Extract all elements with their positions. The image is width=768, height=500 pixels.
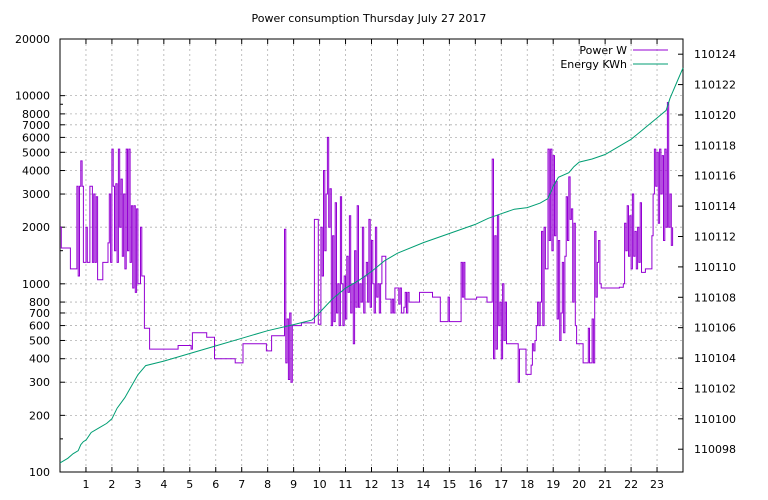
legend-label: Power W bbox=[579, 44, 627, 57]
x-tick-label: 10 bbox=[313, 478, 327, 491]
x-tick-label: 22 bbox=[624, 478, 638, 491]
y-left-tick-label: 10000 bbox=[15, 90, 50, 103]
y-right-tick-label: 110104 bbox=[694, 352, 736, 365]
x-tick-label: 21 bbox=[598, 478, 612, 491]
x-tick-label: 11 bbox=[339, 478, 353, 491]
series-line-power bbox=[60, 102, 674, 383]
x-tick-label: 5 bbox=[186, 478, 193, 491]
x-tick-label: 16 bbox=[468, 478, 482, 491]
y-right-tick-label: 110120 bbox=[694, 109, 736, 122]
series bbox=[59, 67, 684, 464]
y-right-tick-label: 110098 bbox=[694, 443, 736, 456]
y-left-tick-label: 2000 bbox=[22, 221, 50, 234]
y-left-tick-label: 8000 bbox=[22, 108, 50, 121]
y-left-tick-label: 20000 bbox=[15, 33, 50, 46]
chart-title: Power consumption Thursday July 27 2017 bbox=[252, 12, 487, 25]
x-tick-label: 1 bbox=[82, 478, 89, 491]
y-left-tick-label: 100 bbox=[29, 466, 50, 479]
y-right-tick-label: 110118 bbox=[694, 139, 736, 152]
x-tick-label: 20 bbox=[572, 478, 586, 491]
x-tick-label: 12 bbox=[365, 478, 379, 491]
x-tick-label: 9 bbox=[290, 478, 297, 491]
y-right-tick-label: 110122 bbox=[694, 79, 736, 92]
y-right-tick-label: 110106 bbox=[694, 322, 736, 335]
y-left-tick-label: 500 bbox=[29, 334, 50, 347]
y-left-tick-label: 4000 bbox=[22, 165, 50, 178]
y-left-tick-label: 800 bbox=[29, 296, 50, 309]
x-tick-label: 6 bbox=[212, 478, 219, 491]
series-line-energy bbox=[59, 67, 684, 464]
x-tick-label: 23 bbox=[650, 478, 664, 491]
x-tick-label: 14 bbox=[416, 478, 430, 491]
y-left-tick-label: 200 bbox=[29, 409, 50, 422]
y-left-tick-label: 3000 bbox=[22, 188, 50, 201]
y-right-tick-label: 110116 bbox=[694, 170, 736, 183]
x-tick-label: 13 bbox=[390, 478, 404, 491]
y-right-tick-label: 110108 bbox=[694, 291, 736, 304]
y-left-tick-label: 300 bbox=[29, 376, 50, 389]
y-left-tick-label: 6000 bbox=[22, 131, 50, 144]
x-tick-label: 18 bbox=[520, 478, 534, 491]
y-left-tick-label: 700 bbox=[29, 307, 50, 320]
y-left-tick-label: 600 bbox=[29, 320, 50, 333]
x-tick-label: 15 bbox=[442, 478, 456, 491]
y-left-tick-label: 5000 bbox=[22, 146, 50, 159]
x-tick-label: 2 bbox=[108, 478, 115, 491]
y-right-tick-label: 110102 bbox=[694, 382, 736, 395]
ticks: 1 2 3 4 5 6 7 8 9 10 11 12 13 14 15 16 17 18 19 20 21 22 23100… bbox=[15, 33, 736, 491]
x-tick-label: 4 bbox=[160, 478, 167, 491]
y-right-tick-label: 110100 bbox=[694, 413, 736, 426]
y-right-tick-label: 110112 bbox=[694, 231, 736, 244]
legend-label: Energy KWh bbox=[560, 58, 627, 71]
x-tick-label: 17 bbox=[494, 478, 508, 491]
x-tick-label: 7 bbox=[238, 478, 245, 491]
x-tick-label: 8 bbox=[264, 478, 271, 491]
y-right-tick-label: 110114 bbox=[694, 200, 736, 213]
y-right-tick-label: 110110 bbox=[694, 261, 736, 274]
y-right-tick-label: 110124 bbox=[694, 48, 736, 61]
y-left-tick-label: 1000 bbox=[22, 278, 50, 291]
x-tick-label: 19 bbox=[546, 478, 560, 491]
y-left-tick-label: 400 bbox=[29, 353, 50, 366]
x-tick-label: 3 bbox=[134, 478, 141, 491]
y-left-tick-label: 7000 bbox=[22, 119, 50, 132]
